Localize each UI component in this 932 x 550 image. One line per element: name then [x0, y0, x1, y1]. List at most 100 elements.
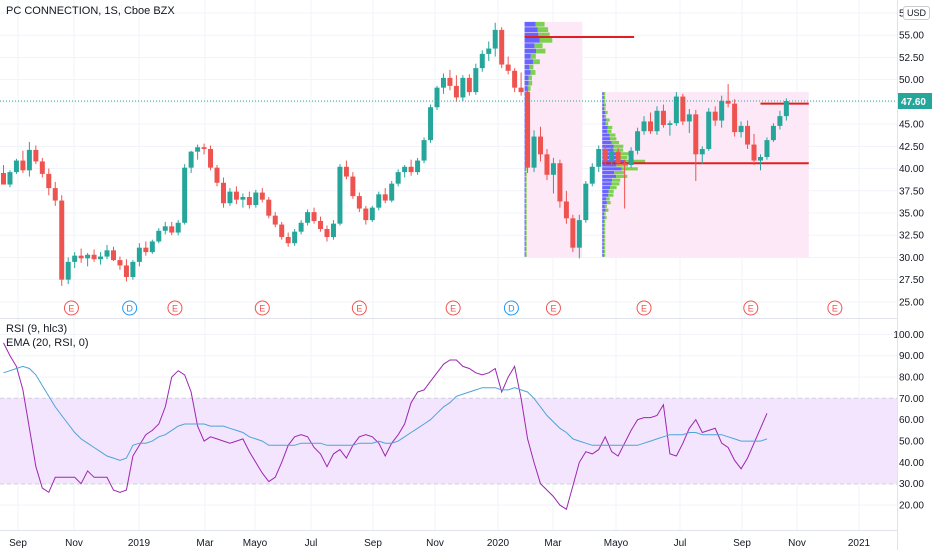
volume-bar-down	[607, 129, 612, 133]
rsi-legend[interactable]: RSI (9, hlc3)	[6, 323, 68, 335]
volume-bar-down	[604, 107, 606, 111]
volume-bar-up	[602, 223, 604, 227]
candle-body	[356, 196, 362, 209]
candle-body	[330, 223, 336, 237]
x-tick-label: Mar	[544, 538, 562, 549]
candle-body	[732, 103, 738, 133]
rsi-tick-label: 30.00	[899, 479, 924, 490]
candle-body	[415, 160, 421, 173]
price-tick-label: 32.50	[899, 231, 924, 242]
candle-body	[376, 194, 382, 208]
ema-legend[interactable]: EMA (20, RSI, 0)	[6, 337, 89, 349]
candle-body	[1, 173, 6, 185]
volume-bar-down	[613, 144, 624, 148]
candle-body	[648, 121, 653, 132]
last-price-tag	[898, 93, 932, 109]
volume-bar-down	[530, 70, 536, 75]
volume-bar-up	[602, 137, 611, 141]
currency-badge[interactable]: USD	[903, 6, 931, 20]
candle-body	[201, 147, 207, 149]
volume-bar-down	[603, 219, 606, 224]
volume-bar-down	[608, 189, 614, 193]
volume-bar-up	[524, 70, 531, 75]
volume-bar-up	[524, 171, 526, 177]
volume-bar-up	[602, 186, 611, 190]
candle-body	[188, 151, 194, 168]
earnings-marker-label: E	[259, 304, 265, 314]
volume-bar-down	[528, 75, 532, 81]
volume-bar-down	[538, 32, 550, 38]
candle-body	[395, 172, 401, 184]
candle-body	[460, 77, 466, 98]
volume-bar-down	[534, 43, 543, 49]
volume-bar-up	[524, 246, 526, 252]
volume-bar-down	[525, 209, 527, 215]
candle-body	[136, 247, 142, 262]
earnings-marker	[636, 300, 652, 316]
volume-bar-up	[602, 231, 604, 235]
volume-bar-up	[524, 64, 530, 70]
candle-body	[557, 163, 563, 202]
volume-bar-up	[602, 129, 608, 133]
volume-bar-down	[619, 152, 633, 156]
volume-bar-down	[530, 54, 536, 59]
x-tick-label: Nov	[788, 538, 806, 549]
volume-bar-up	[524, 252, 526, 257]
candle-body	[98, 256, 104, 260]
candle-body	[65, 261, 71, 280]
volume-bar-up	[602, 182, 612, 186]
volume-bar-down	[621, 167, 638, 171]
x-tick-label: Sep	[733, 538, 751, 549]
dividend-marker	[503, 300, 519, 316]
earnings-marker	[445, 300, 461, 316]
volume-bar-up	[602, 193, 609, 197]
candle-body	[13, 160, 19, 173]
volume-bar-up	[602, 171, 615, 175]
volume-bar-up	[524, 32, 539, 38]
candle-body	[440, 77, 446, 88]
earnings-marker-label: E	[172, 304, 178, 314]
volume-bar-up	[602, 174, 617, 178]
candle-body	[486, 48, 492, 54]
candle-body	[369, 207, 375, 221]
candle-body	[667, 123, 673, 125]
volume-bar-down	[610, 137, 617, 141]
volume-bar-down	[537, 27, 549, 32]
volume-bar-down	[604, 204, 607, 208]
candle-body	[292, 231, 298, 244]
candle-body	[738, 125, 744, 133]
volume-bar-down	[529, 64, 534, 70]
candle-body	[609, 151, 615, 161]
volume-bar-up	[602, 110, 606, 115]
volume-bar-down	[603, 95, 606, 100]
rsi-tick-label: 40.00	[899, 458, 924, 469]
x-tick-label: Mar	[196, 538, 214, 549]
volume-bar-down	[603, 238, 606, 242]
volume-bar-down	[604, 216, 607, 220]
volume-bar-up	[602, 249, 604, 254]
x-tick-label: Sep	[9, 538, 27, 549]
candle-body	[33, 149, 39, 162]
price-tick-label: 42.50	[899, 142, 924, 153]
volume-bar-up	[602, 95, 604, 100]
candle-body	[91, 254, 97, 260]
candle-body	[550, 163, 556, 175]
volume-bar-up	[524, 177, 526, 182]
volume-bar-up	[602, 234, 604, 239]
symbol-title[interactable]: PC CONNECTION, 1S, Cboe BZX	[6, 5, 175, 17]
volume-bar-up	[602, 212, 605, 216]
candle-body	[525, 92, 531, 168]
candle-body	[654, 110, 660, 132]
volume-bar-down	[539, 37, 553, 43]
candle-body	[175, 222, 181, 233]
candle-body	[447, 77, 453, 86]
candle-body	[272, 215, 278, 225]
volume-bar-down	[605, 110, 608, 115]
volume-bar-down	[603, 227, 606, 231]
candle-body	[473, 68, 479, 93]
x-tick-label: Nov	[426, 538, 444, 549]
volume-bar-up	[524, 43, 535, 49]
x-tick-label: 2021	[848, 538, 871, 549]
